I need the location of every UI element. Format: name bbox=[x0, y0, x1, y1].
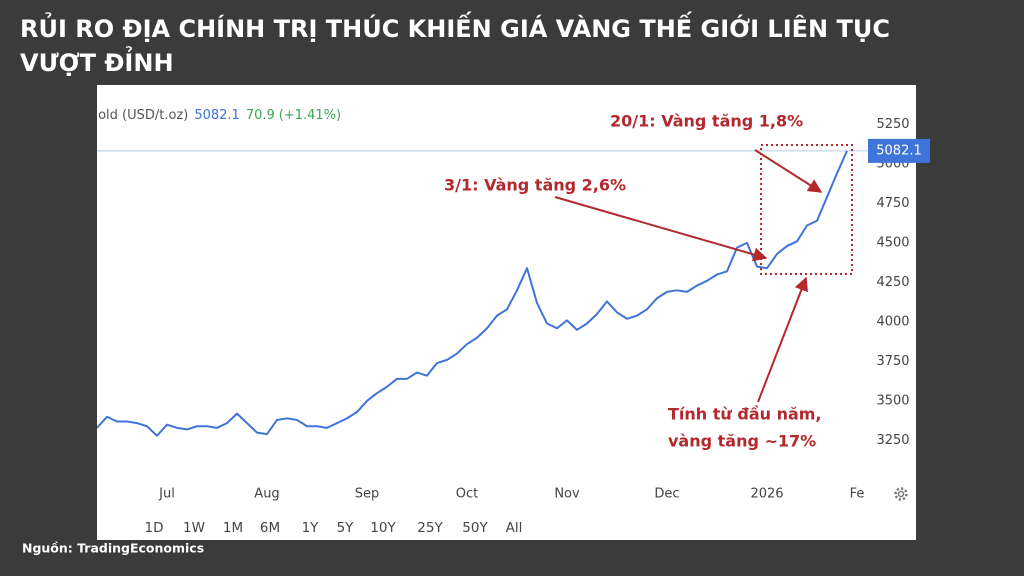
range-button[interactable]: 1D bbox=[145, 520, 164, 536]
source: Nguồn: TradingEconomics bbox=[22, 541, 204, 556]
x-tick-label: 2026 bbox=[750, 487, 783, 502]
price-line bbox=[97, 150, 848, 437]
arrow bbox=[554, 196, 768, 262]
range-button[interactable]: 1M bbox=[223, 520, 243, 536]
y-tick-label: 4250 bbox=[876, 275, 909, 290]
chart-title: RỦI RO ĐỊA CHÍNH TRỊ THÚC KHIẾN GIÁ VÀNG… bbox=[20, 10, 890, 43]
change-pct: (+1.41%) bbox=[279, 108, 341, 123]
annotation: vàng tăng ~17% bbox=[668, 432, 816, 451]
settings-icon[interactable] bbox=[894, 487, 908, 501]
x-tick-label: Fe bbox=[850, 487, 865, 502]
y-tick-label: 4000 bbox=[876, 314, 909, 329]
x-tick-label: Nov bbox=[554, 487, 580, 502]
price-badge bbox=[868, 138, 930, 163]
chart-title: VƯỢT ĐỈNH bbox=[20, 44, 174, 77]
x-tick-label: Jul bbox=[158, 487, 175, 502]
x-tick-label: Dec bbox=[654, 487, 679, 502]
y-tick-label: 3750 bbox=[876, 354, 909, 369]
highlight-box bbox=[760, 144, 853, 275]
range-button[interactable]: 1Y bbox=[302, 520, 320, 536]
annotation: 20/1: Vàng tăng 1,8% bbox=[610, 112, 803, 131]
last-price: 5082.1 bbox=[194, 108, 240, 123]
y-tick-label: 4750 bbox=[876, 196, 909, 211]
y-tick-label: 3500 bbox=[876, 393, 909, 408]
price-badge-label: 5082.1 bbox=[876, 143, 922, 158]
range-button[interactable]: All bbox=[506, 520, 523, 536]
x-tick-label: Oct bbox=[456, 487, 478, 502]
instrument: Gold (USD/t.oz) bbox=[88, 108, 188, 123]
y-tick-label: 4500 bbox=[876, 235, 909, 250]
plot: Gold (USD/t.oz) 5082.1 70.9 (+1.41%) bbox=[88, 108, 868, 437]
range-button[interactable]: 6M bbox=[260, 520, 280, 536]
instrument-header: Gold (USD/t.oz) 5082.1 70.9 (+1.41%) bbox=[88, 108, 341, 123]
change: 70.9 bbox=[246, 108, 275, 123]
range-button[interactable]: 10Y bbox=[370, 520, 396, 536]
range-button[interactable]: 25Y bbox=[417, 520, 443, 536]
y-tick-label: 5250 bbox=[876, 117, 909, 132]
x-tick-label: Sep bbox=[355, 487, 380, 502]
annotation: 3/1: Vàng tăng 2,6% bbox=[444, 176, 626, 195]
panel bbox=[97, 85, 916, 540]
arrow bbox=[757, 276, 808, 403]
annotation: Tính từ đầu năm, bbox=[668, 405, 822, 424]
range-button[interactable]: 50Y bbox=[462, 520, 488, 536]
range-button[interactable]: 1W bbox=[183, 520, 205, 536]
y-tick-label: 3250 bbox=[876, 433, 909, 448]
arrow bbox=[754, 149, 823, 193]
range-button[interactable]: 5Y bbox=[337, 520, 355, 536]
x-tick-label: Aug bbox=[254, 487, 279, 502]
